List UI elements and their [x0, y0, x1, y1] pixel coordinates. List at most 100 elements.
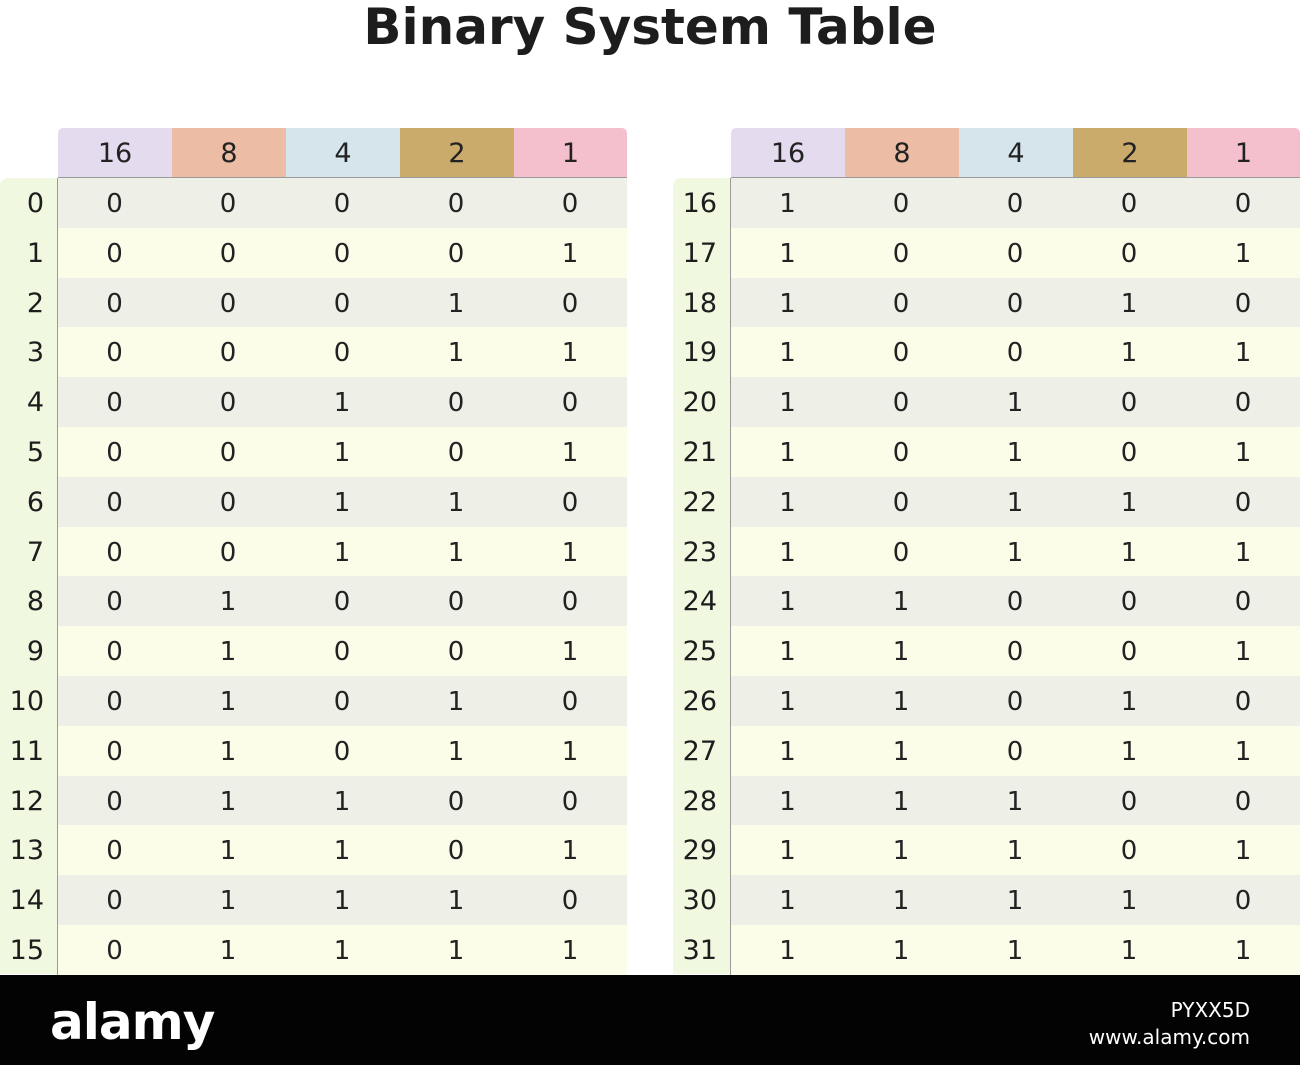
decimal-label: 20: [673, 377, 730, 427]
bit-cell: 1: [219, 836, 237, 867]
bit-cell: 1: [1006, 388, 1024, 419]
decimal-value: 10: [9, 685, 44, 717]
bit-cells: 0 1 0 1 0: [57, 675, 627, 726]
decimal-label: 21: [673, 427, 730, 477]
bit-cell: 1: [333, 836, 351, 867]
bit-cell: 1: [1006, 886, 1024, 917]
bit-cells: 0 1 0 0 1: [57, 626, 627, 676]
bit-cell: 1: [561, 637, 579, 668]
table-row: 10 0 1 0 1 0: [0, 675, 627, 726]
bit-cell: 0: [1006, 587, 1024, 618]
bit-cell: 1: [779, 886, 796, 917]
decimal-value: 31: [682, 934, 717, 966]
bit-cell: 0: [219, 437, 237, 468]
bit-cell: 0: [1120, 637, 1138, 668]
decimal-label: 16: [673, 178, 730, 228]
bit-cell: 0: [219, 288, 237, 319]
header-cell: 2: [400, 128, 514, 178]
bit-cell: 0: [561, 886, 579, 917]
bit-cell: 0: [106, 736, 123, 767]
bit-cell: 1: [219, 935, 237, 966]
bit-cell: 1: [333, 935, 351, 966]
decimal-label: 11: [0, 726, 57, 776]
decimal-label: 6: [0, 477, 57, 527]
bit-cell: 1: [892, 637, 910, 668]
bit-cell: 1: [447, 736, 465, 767]
bit-cell: 0: [892, 388, 910, 419]
header-cell: 16: [731, 128, 845, 178]
bit-cell: 0: [561, 786, 579, 817]
decimal-value: 3: [26, 337, 44, 369]
table-row: 16 1 0 0 0 0: [673, 178, 1300, 228]
bit-cell: 1: [779, 338, 796, 369]
binary-table-right: 16 8 4 2 1 16 1 0 0 0 0 17 1 0 0 0 1 18 1 0 0 1 0 19 1 0 0 1 1 20 1 0 1 0…: [673, 128, 1300, 975]
bit-cell: 0: [561, 388, 579, 419]
bit-cell: 1: [1234, 935, 1252, 966]
bit-cell: 0: [106, 238, 123, 269]
decimal-value: 6: [26, 486, 44, 518]
bit-cells: 1 0 0 1 1: [730, 327, 1300, 378]
bit-cell: 1: [1120, 338, 1138, 369]
bit-cells: 0 1 0 1 1: [57, 725, 627, 776]
bit-cell: 0: [106, 537, 123, 568]
bit-cells: 1 0 0 0 0: [730, 178, 1300, 228]
table-row: 20 1 0 1 0 0: [673, 377, 1300, 427]
decimal-value: 26: [682, 685, 717, 717]
bit-cell: 1: [1234, 836, 1252, 867]
bit-cell: 1: [1120, 537, 1138, 568]
decimal-label: 23: [673, 527, 730, 577]
bit-cell: 0: [1234, 189, 1252, 219]
bit-cell: 1: [1006, 935, 1024, 966]
table-row: 15 0 1 1 1 1: [0, 924, 627, 975]
bit-cell: 0: [892, 537, 910, 568]
bit-cell: 1: [1234, 338, 1252, 369]
bit-cell: 0: [1006, 736, 1024, 767]
bit-cells: 0 0 1 1 1: [57, 526, 627, 577]
bit-cell: 1: [561, 537, 579, 568]
bit-cell: 0: [561, 189, 579, 219]
bit-cell: 1: [219, 637, 237, 668]
table-row: 0 0 0 0 0 0: [0, 178, 627, 228]
bit-cells: 0 0 1 0 1: [57, 426, 627, 477]
decimal-value: 8: [26, 586, 44, 618]
bit-cell: 1: [892, 935, 910, 966]
bit-cell: 0: [219, 238, 237, 269]
decimal-label: 28: [673, 776, 730, 826]
bit-cell: 1: [1234, 637, 1252, 668]
bit-cell: 0: [106, 189, 123, 219]
bit-cell: 0: [892, 288, 910, 319]
bit-cell: 0: [219, 338, 237, 369]
bit-cell: 0: [333, 189, 351, 219]
decimal-label: 7: [0, 527, 57, 577]
bit-cell: 1: [892, 836, 910, 867]
bit-cell: 0: [447, 786, 465, 817]
bit-cells: 0 0 0 1 1: [57, 327, 627, 378]
table-row: 13 0 1 1 0 1: [0, 825, 627, 876]
bit-cells: 1 0 1 0 1: [730, 426, 1300, 477]
watermark-url: www.alamy.com: [1088, 1025, 1250, 1049]
decimal-value: 23: [682, 536, 717, 568]
bit-cell: 1: [333, 886, 351, 917]
bit-cell: 1: [1234, 238, 1252, 269]
bit-cell: 1: [779, 836, 796, 867]
table-row: 3 0 0 0 1 1: [0, 327, 627, 378]
bit-cell: 0: [1006, 189, 1024, 219]
bit-cell: 1: [779, 786, 796, 817]
bit-cell: 0: [561, 487, 579, 518]
bit-cells: 0 1 1 0 1: [57, 825, 627, 876]
bit-cell: 1: [219, 736, 237, 767]
bit-cell: 1: [447, 886, 465, 917]
decimal-value: 0: [26, 188, 44, 219]
table-row: 21 1 0 1 0 1: [673, 426, 1300, 477]
table-row: 17 1 0 0 0 1: [673, 227, 1300, 278]
decimal-value: 7: [26, 536, 44, 568]
bit-cells: 1 0 1 1 1: [730, 526, 1300, 577]
decimal-value: 25: [682, 636, 717, 668]
decimal-value: 29: [682, 835, 717, 867]
bit-cell: 1: [333, 437, 351, 468]
decimal-label: 19: [673, 327, 730, 377]
decimal-value: 1: [26, 237, 44, 269]
bit-cell: 1: [779, 686, 796, 717]
decimal-value: 18: [682, 287, 717, 319]
decimal-value: 13: [9, 835, 44, 867]
